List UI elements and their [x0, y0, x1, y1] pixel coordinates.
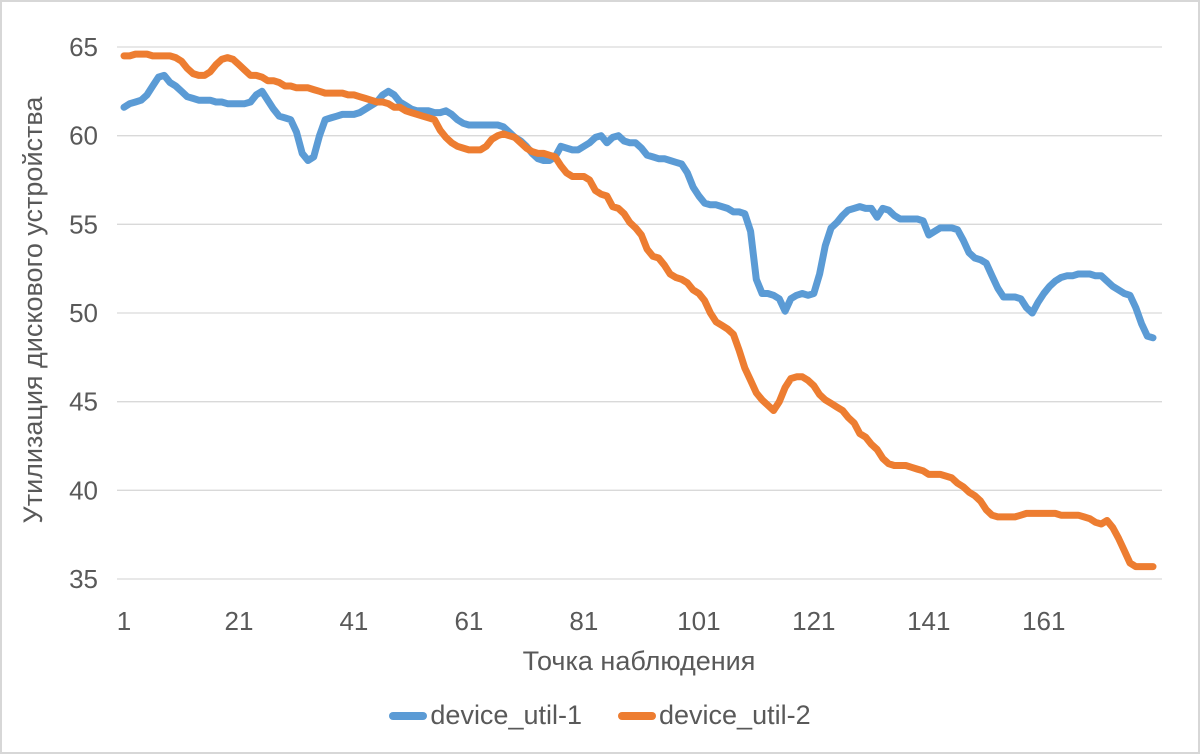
y-axis-title: Утилизация дискового устройства: [18, 96, 48, 524]
y-tick-label: 45: [69, 387, 98, 417]
x-axis-tick-labels: 1 21 41 61 81 101 121 141 161: [117, 606, 1066, 636]
x-tick-label: 141: [907, 606, 950, 636]
y-tick-label: 55: [69, 209, 98, 239]
x-axis-title: Точка наблюдения: [523, 646, 756, 676]
series1-line-marker-icon: [389, 711, 428, 720]
y-tick-label: 60: [69, 121, 98, 151]
legend-label-device-util-2: device_util-2: [659, 700, 811, 730]
x-tick-label: 61: [454, 606, 483, 636]
x-tick-label: 81: [569, 606, 598, 636]
legend-item-device-util-2: device_util-2: [618, 702, 811, 729]
x-tick-label: 21: [225, 606, 254, 636]
series-lines: [120, 50, 1157, 571]
legend-item-device-util-1: device_util-1: [389, 702, 582, 729]
y-axis-tick-labels: 35 40 45 50 55 60 65: [69, 32, 98, 594]
y-tick-label: 65: [69, 32, 98, 62]
y-tick-label: 40: [69, 475, 98, 505]
x-tick-label: 1: [117, 606, 131, 636]
gridlines: [117, 46, 1162, 580]
x-tick-label: 121: [792, 606, 835, 636]
x-tick-label: 161: [1022, 606, 1065, 636]
series2-line-marker-icon: [618, 711, 656, 720]
y-tick-label: 50: [69, 298, 98, 328]
x-tick-label: 41: [339, 606, 368, 636]
series-line-device_util-2: [120, 50, 1157, 571]
y-tick-label: 35: [69, 564, 98, 594]
x-tick-label: 101: [677, 606, 720, 636]
series-line-device_util-1: [120, 71, 1157, 342]
legend-label-device-util-1: device_util-1: [430, 700, 582, 730]
legend: device_util-1 device_util-2: [2, 702, 1198, 729]
